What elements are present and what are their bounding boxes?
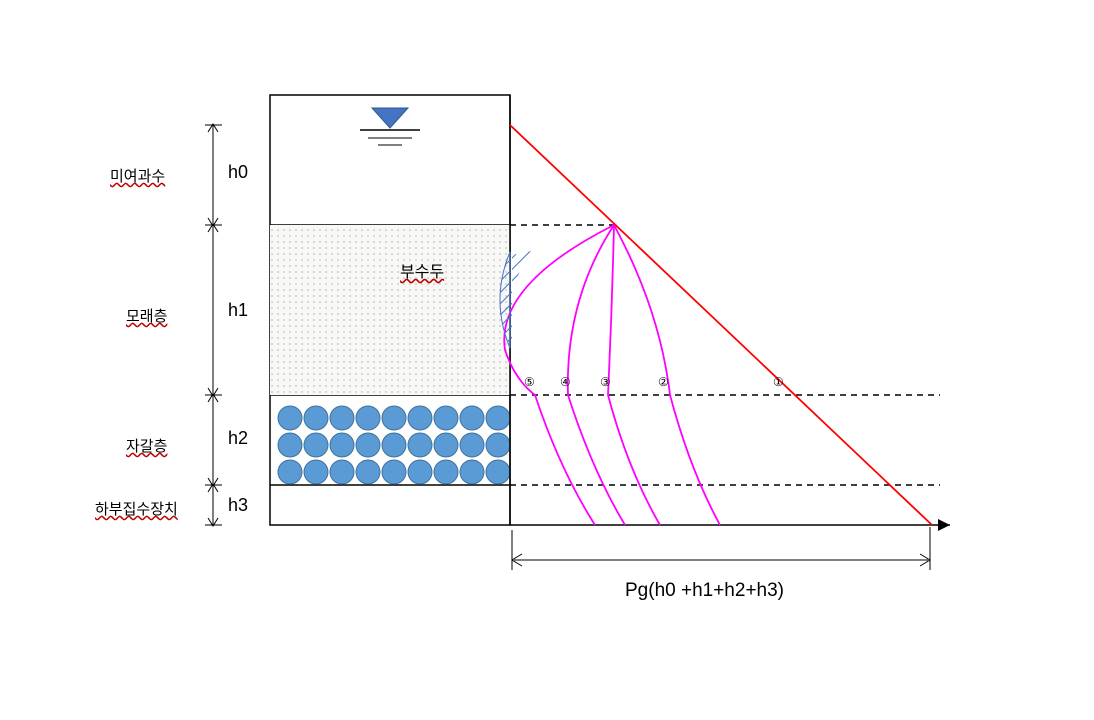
label-curve1: ① (773, 375, 784, 389)
gravel-circle (356, 406, 380, 430)
label-curve2: ② (658, 375, 669, 389)
gravel-circle (356, 433, 380, 457)
label-h1: h1 (228, 300, 248, 321)
neg-hatch-fill (507, 250, 536, 342)
diagram-canvas (0, 0, 1094, 720)
label-layer0: 미여과수 (110, 165, 165, 186)
dim-h1 (205, 224, 222, 396)
label-h3: h3 (228, 495, 248, 516)
gravel-circle (434, 433, 458, 457)
gravel-circle (434, 406, 458, 430)
gravel-circle (304, 460, 328, 484)
sand-layer-dots (270, 225, 510, 395)
gravel-circle (278, 406, 302, 430)
label-h2: h2 (228, 428, 248, 449)
label-layer3: 하부집수장치 (95, 498, 178, 519)
gravel-circle (278, 460, 302, 484)
gravel-circle (382, 460, 406, 484)
gravel-circle (408, 460, 432, 484)
gravel-layer (278, 406, 510, 484)
gravel-circle (382, 406, 406, 430)
dim-h2 (205, 394, 222, 486)
curve-4 (568, 225, 625, 525)
label-curve3: ③ (600, 375, 611, 389)
gravel-circle (408, 406, 432, 430)
gravel-circle (356, 460, 380, 484)
gravel-circle (278, 433, 302, 457)
label-layer2: 자갈층 (126, 435, 167, 456)
gravel-circle (460, 433, 484, 457)
label-h0: h0 (228, 162, 248, 183)
dim-pg (512, 527, 930, 570)
label-neg-pressure: 부수두 (400, 258, 444, 282)
x-axis-arrow (938, 519, 950, 531)
gravel-circle (408, 433, 432, 457)
gravel-circle (330, 406, 354, 430)
dim-h3 (205, 484, 222, 526)
curve-3 (608, 225, 660, 525)
gravel-circle (460, 460, 484, 484)
gravel-circle (486, 406, 510, 430)
gravel-circle (486, 460, 510, 484)
gravel-circle (486, 433, 510, 457)
label-curve5: ⑤ (524, 375, 535, 389)
gravel-circle (330, 460, 354, 484)
label-curve4: ④ (560, 375, 571, 389)
gravel-circle (434, 460, 458, 484)
gravel-circle (330, 433, 354, 457)
label-layer1: 모래층 (126, 305, 167, 326)
gravel-circle (304, 433, 328, 457)
gravel-circle (382, 433, 406, 457)
gravel-circle (304, 406, 328, 430)
gravel-circle (460, 406, 484, 430)
label-x-axis: Pg(h0 +h1+h2+h3) (625, 580, 784, 602)
dim-h0 (205, 124, 222, 226)
water-triangle-icon (372, 108, 408, 128)
